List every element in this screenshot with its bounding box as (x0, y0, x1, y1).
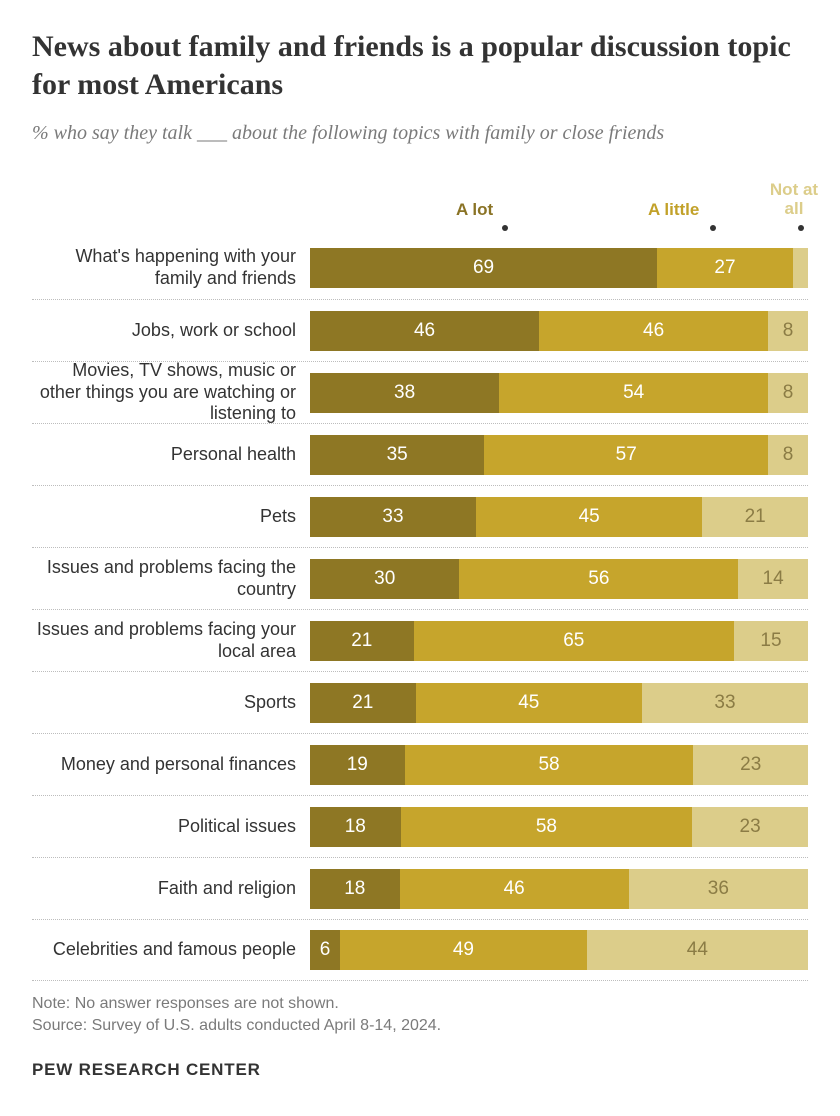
row-label: Jobs, work or school (32, 320, 310, 342)
stacked-bar: 6927 (310, 248, 808, 288)
chart-row: Movies, TV shows, music or other things … (32, 361, 808, 423)
segment-alittle: 45 (416, 683, 642, 723)
segment-alittle: 65 (414, 621, 734, 661)
segment-notatall: 44 (587, 930, 808, 970)
segment-alot: 38 (310, 373, 499, 413)
note-line: Note: No answer responses are not shown. (32, 993, 808, 1015)
chart-row: Money and personal finances195823 (32, 733, 808, 795)
row-label: Faith and religion (32, 878, 310, 900)
chart-subtitle: % who say they talk ___ about the follow… (32, 119, 808, 147)
stacked-bar: 35578 (310, 435, 808, 475)
segment-alot: 69 (310, 248, 657, 288)
segment-alot: 18 (310, 869, 400, 909)
chart-note: Note: No answer responses are not shown.… (32, 993, 808, 1038)
legend-notatall: Not at all (766, 181, 822, 218)
chart-row: Personal health35578 (32, 423, 808, 485)
row-label: Political issues (32, 816, 310, 838)
chart-row: Pets334521 (32, 485, 808, 547)
legend-dot (502, 225, 508, 231)
segment-notatall (793, 248, 808, 288)
chart-row: Faith and religion184636 (32, 857, 808, 919)
segment-notatall: 21 (702, 497, 808, 537)
segment-notatall: 8 (768, 435, 808, 475)
segment-alittle: 54 (499, 373, 768, 413)
segment-notatall: 8 (768, 373, 808, 413)
segment-notatall: 36 (629, 869, 808, 909)
segment-alittle: 46 (400, 869, 629, 909)
segment-alittle: 45 (476, 497, 702, 537)
chart-row: Political issues185823 (32, 795, 808, 857)
segment-alot: 18 (310, 807, 401, 847)
chart-row: Issues and problems facing your local ar… (32, 609, 808, 671)
source-line: Source: Survey of U.S. adults conducted … (32, 1015, 808, 1037)
segment-alittle: 58 (405, 745, 694, 785)
legend: A lot A little Not at all (310, 185, 808, 237)
stacked-bar: 214533 (310, 683, 808, 723)
stacked-bar: 305614 (310, 559, 808, 599)
segment-notatall: 8 (768, 311, 808, 351)
legend-alittle: A little (648, 201, 699, 220)
row-label: Celebrities and famous people (32, 939, 310, 961)
segment-alot: 6 (310, 930, 340, 970)
legend-dot (798, 225, 804, 231)
segment-notatall: 23 (692, 807, 808, 847)
stacked-bar: 46468 (310, 311, 808, 351)
segment-alot: 21 (310, 621, 414, 661)
stacked-bar: 64944 (310, 930, 808, 970)
row-label: Issues and problems facing the country (32, 557, 310, 600)
row-label: Movies, TV shows, music or other things … (32, 360, 310, 425)
row-label: Personal health (32, 444, 310, 466)
attribution: PEW RESEARCH CENTER (32, 1060, 808, 1080)
row-label: Money and personal finances (32, 754, 310, 776)
segment-alittle: 58 (401, 807, 693, 847)
stacked-bar: 195823 (310, 745, 808, 785)
segment-notatall: 23 (693, 745, 808, 785)
row-label: What's happening with your family and fr… (32, 246, 310, 289)
chart-row: Sports214533 (32, 671, 808, 733)
segment-alot: 30 (310, 559, 459, 599)
segment-alot: 35 (310, 435, 484, 475)
segment-alittle: 49 (340, 930, 586, 970)
segment-alot: 46 (310, 311, 539, 351)
segment-alot: 21 (310, 683, 416, 723)
stacked-bar: 216515 (310, 621, 808, 661)
row-label: Issues and problems facing your local ar… (32, 619, 310, 662)
chart-row: Celebrities and famous people64944 (32, 919, 808, 981)
segment-alittle: 46 (539, 311, 768, 351)
row-label: Pets (32, 506, 310, 528)
segment-notatall: 33 (642, 683, 808, 723)
chart-row: What's happening with your family and fr… (32, 237, 808, 299)
stacked-bar: 185823 (310, 807, 808, 847)
segment-notatall: 15 (734, 621, 808, 661)
row-label: Sports (32, 692, 310, 714)
segment-alittle: 56 (459, 559, 738, 599)
segment-notatall: 14 (738, 559, 808, 599)
stacked-bar: 38548 (310, 373, 808, 413)
chart-row: Jobs, work or school46468 (32, 299, 808, 361)
segment-alot: 19 (310, 745, 405, 785)
stacked-bar: 184636 (310, 869, 808, 909)
segment-alot: 33 (310, 497, 476, 537)
legend-dot (710, 225, 716, 231)
chart-title: News about family and friends is a popul… (32, 28, 808, 103)
legend-alot: A lot (456, 201, 493, 220)
segment-alittle: 27 (657, 248, 793, 288)
stacked-bar: 334521 (310, 497, 808, 537)
chart-row: Issues and problems facing the country30… (32, 547, 808, 609)
stacked-bar-chart: What's happening with your family and fr… (32, 237, 808, 981)
segment-alittle: 57 (484, 435, 768, 475)
